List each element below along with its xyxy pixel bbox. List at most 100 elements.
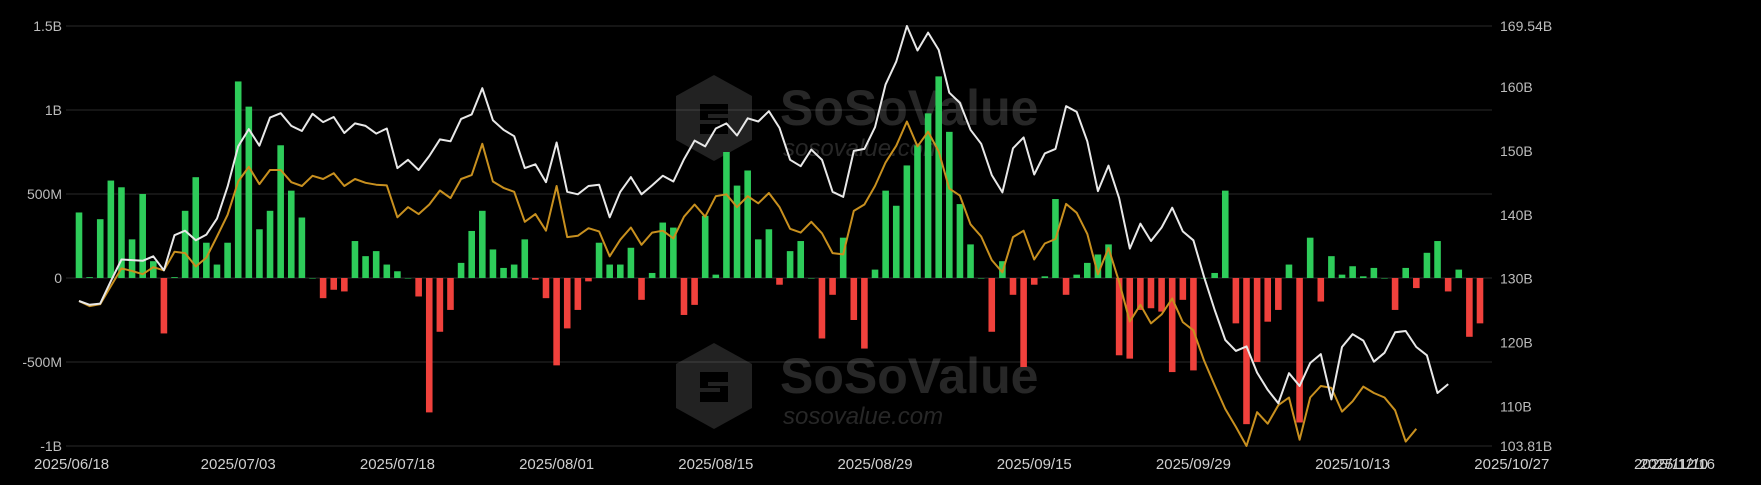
flow-bar [1444,278,1452,292]
flow-bar [383,264,391,278]
flow-bar [1328,256,1335,278]
right-tick-label: 120B [1500,335,1533,351]
flow-bar [510,264,518,278]
left-axis: 1.5B 1B 500M 0 -500M -1B [22,18,62,454]
flow-bar [1211,272,1218,278]
flow-bar [1158,278,1165,312]
flow-bar [1381,278,1388,279]
watermark-top: SoSoValue sosovalue.com [676,75,1038,162]
flow-bar [1062,278,1070,295]
x-tick-label: 2025/07/18 [360,456,435,473]
flow-bar [1190,278,1197,371]
flow-bar [1423,252,1431,278]
x-tick-label: 2025/09/15 [997,456,1072,473]
flow-bar [754,239,762,278]
flow-bar [1285,264,1293,278]
flow-bar [946,131,953,278]
flow-bar [171,277,178,278]
flow-bar [457,262,465,278]
flow-bar [139,194,146,278]
flow-bar [1147,278,1155,309]
flow-bar [977,278,985,279]
flow-bar [1243,278,1250,425]
flow-bar [1253,278,1261,362]
flow-bar [1338,274,1346,278]
flow-bar [701,215,709,278]
flow-bar [1370,267,1378,278]
white-asset-line [78,25,1449,405]
flow-bar [776,278,783,285]
flow-bar [96,219,104,278]
flow-bar [956,204,964,278]
flow-bar [468,230,475,278]
flow-bar [118,187,125,278]
flow-bar [723,152,730,278]
flow-bar [935,76,942,279]
flow-bar [595,242,603,278]
right-axis: 169.54B 160B 150B 140B 130B 120B 110B 103.81B [1500,18,1552,454]
flow-bar [1168,278,1176,373]
flow-bar [425,278,433,413]
flow-bar [1359,276,1367,278]
flow-bar [617,264,624,278]
flow-bar [659,222,667,278]
right-tick-label: 103.81B [1500,438,1552,454]
flow-bar [234,81,242,278]
flow-bar [372,251,380,278]
left-tick-label: 1.5B [33,18,62,34]
flow-bar [1041,276,1049,278]
flow-bar [1466,278,1473,337]
flow-bar [1476,278,1484,324]
flow-bar [351,241,359,278]
flow-bar [532,278,539,280]
flow-bar [1402,267,1409,278]
flow-bar [903,165,911,278]
flow-bar [309,278,316,279]
flow-bar [829,278,836,295]
x-tick-label: 2025/08/01 [519,456,594,473]
flow-bar [298,217,306,278]
flow-bar [1221,190,1229,278]
flow-bar [1349,266,1356,278]
flow-bar [542,278,550,299]
flow-bar [1232,278,1240,324]
flow-bar [638,278,645,300]
left-tick-label: -1B [40,438,62,454]
flow-bar [818,278,826,339]
flow-bar [245,106,253,278]
flow-bar [1317,278,1325,302]
flow-bar [808,278,815,279]
x-axis: 2025/06/18 2025/07/03 2025/07/18 2025/08/01… [34,456,1715,473]
sosovalue-logo-icon [676,343,752,429]
right-tick-label: 169.54B [1500,18,1552,34]
flow-bar [266,210,274,278]
flow-bar [1084,262,1091,278]
flow-bar [1094,254,1102,278]
flow-bar [924,113,932,278]
x-tick-label: 2025/12/16 [1640,456,1715,473]
flow-bar [914,145,921,278]
watermarks: SoSoValue sosovalue.com SoSoValue sosova… [676,75,1038,430]
left-tick-label: -500M [22,354,62,370]
flow-bar [744,170,751,278]
flow-bar [1455,269,1463,278]
flow-bar [436,278,444,332]
watermark-bottom: SoSoValue sosovalue.com [676,343,1038,430]
left-tick-label: 1B [45,102,62,118]
flow-bar [839,237,847,278]
flow-bar [861,278,868,349]
flow-bar [606,264,613,278]
flow-bar [1179,278,1187,300]
flow-bar [213,264,221,278]
flow-bar [1264,278,1272,322]
flow-bar [1105,244,1112,278]
flow-bar [1073,274,1080,278]
flow-bar [500,267,507,278]
flow-bar [712,274,720,278]
left-tick-label: 500M [27,186,62,202]
watermark-brand: SoSoValue [780,348,1038,404]
flow-bar [553,278,560,366]
flow-bar [330,278,338,290]
flow-bar [871,269,879,278]
flow-bar [733,185,741,278]
